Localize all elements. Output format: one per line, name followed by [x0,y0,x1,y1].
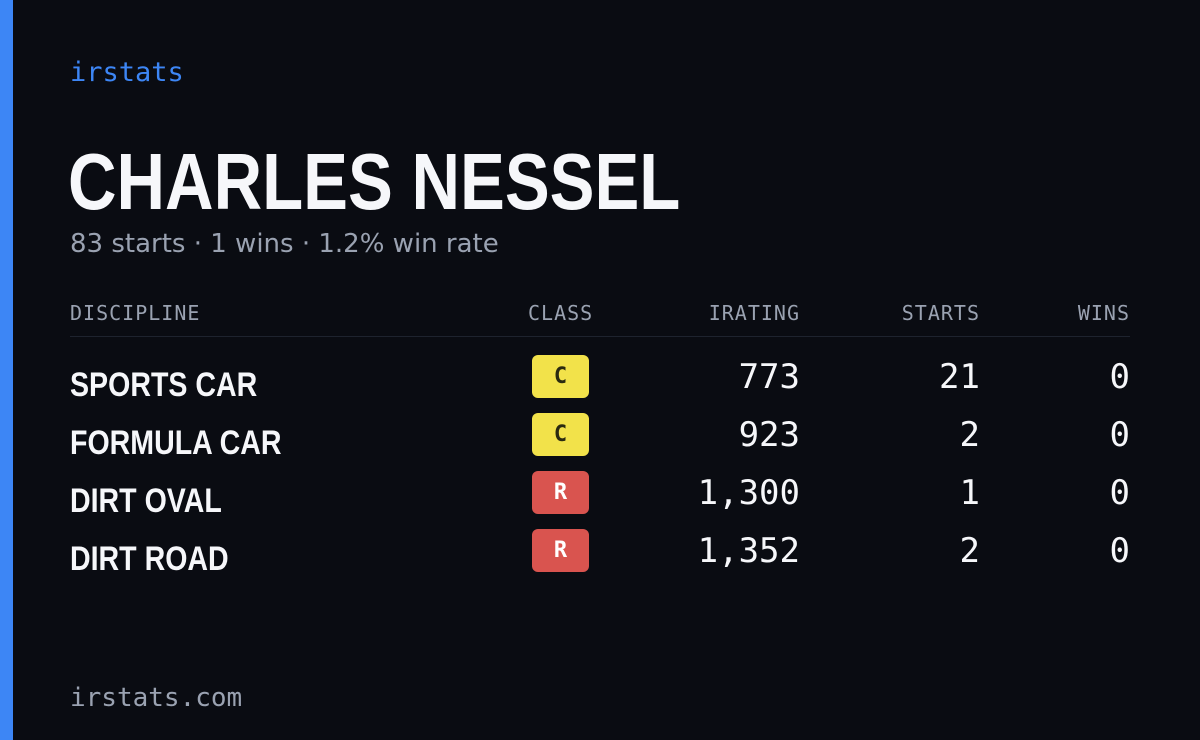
irating-value: 923 [738,415,800,455]
starts-value: 1 [959,473,980,513]
accent-bar [0,0,13,740]
wins-value: 0 [1109,473,1130,513]
discipline-name: DIRT OVAL [70,482,222,520]
class-badge: C [532,355,589,398]
table-row: SPORTS CAR C 773 21 0 [70,353,1130,411]
header-class: CLASS [528,301,594,325]
discipline-name: FORMULA CAR [70,424,282,462]
table-header: DISCIPLINE CLASS IRATING STARTS WINS [70,296,1130,337]
discipline-name: SPORTS CAR [70,366,258,404]
brand-logo-text: irstats [70,57,184,88]
header-wins: WINS [1077,301,1130,325]
irating-value: 1,352 [697,531,800,571]
starts-value: 2 [959,531,980,571]
starts-value: 2 [959,415,980,455]
class-badge: C [532,413,589,456]
driver-summary: 83 starts · 1 wins · 1.2% win rate [70,229,499,259]
header-starts: STARTS [901,301,980,325]
starts-value: 21 [939,357,980,397]
wins-value: 0 [1109,531,1130,571]
irating-value: 773 [738,357,800,397]
wins-value: 0 [1109,357,1130,397]
header-irating: IRATING [708,301,800,325]
class-badge: R [532,471,589,514]
header-discipline: DISCIPLINE [70,301,201,325]
discipline-name: DIRT ROAD [70,540,229,578]
irating-value: 1,300 [697,473,800,513]
class-badge: R [532,529,589,572]
footer-url: irstats.com [70,683,243,713]
wins-value: 0 [1109,415,1130,455]
driver-name: CHARLES NESSEL [68,137,681,226]
table-body: SPORTS CAR C 773 21 0 FORMULA CAR C 923 … [70,337,1130,585]
table-row: FORMULA CAR C 923 2 0 [70,411,1130,469]
table-row: DIRT ROAD R 1,352 2 0 [70,527,1130,585]
discipline-table: DISCIPLINE CLASS IRATING STARTS WINS SPO… [70,296,1130,585]
table-row: DIRT OVAL R 1,300 1 0 [70,469,1130,527]
